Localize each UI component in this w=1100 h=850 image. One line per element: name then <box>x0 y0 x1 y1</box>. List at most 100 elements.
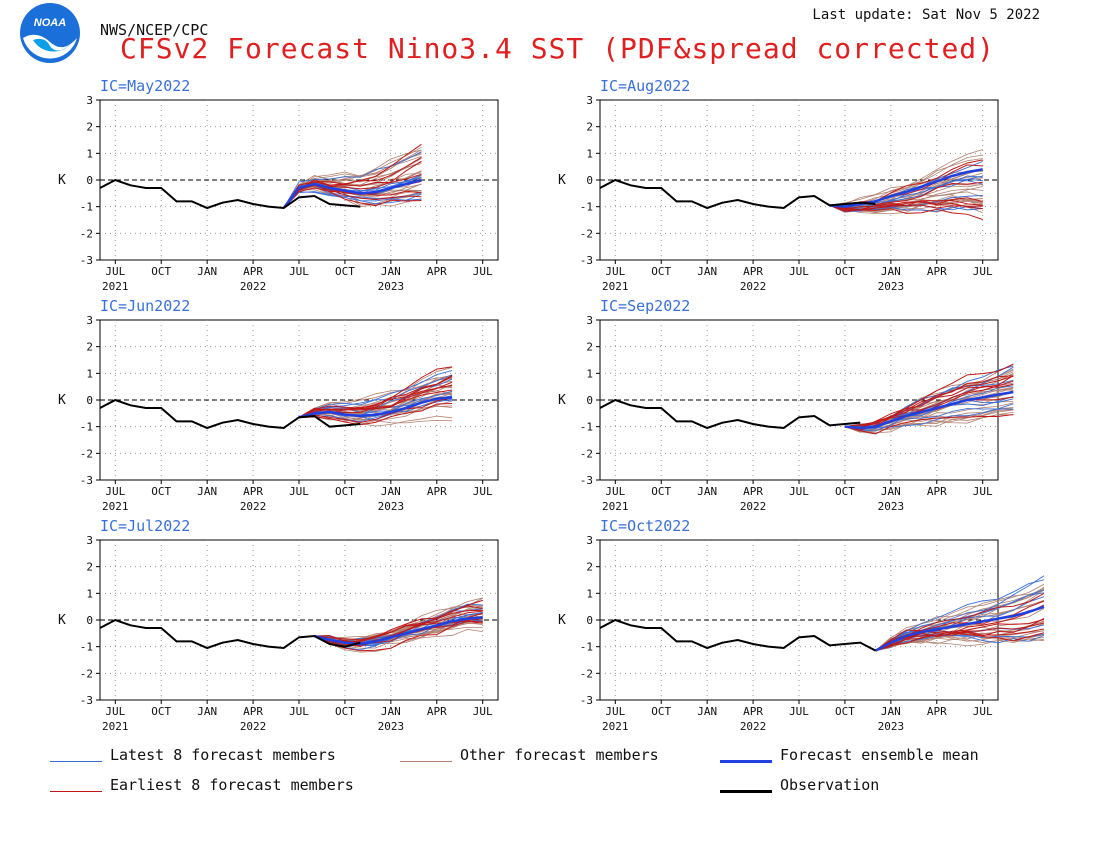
y-tick-label: 2 <box>86 121 93 134</box>
observation-line <box>599 618 877 652</box>
year-label: 2023 <box>878 500 905 513</box>
earliest-member-line <box>829 204 983 220</box>
chart-ic-jun2022: JUL OCT JAN APR JUL OCT JAN APR JUL 3 2 1 0 -1 -2 -3 202… <box>58 297 499 513</box>
x-tick-label: APR <box>243 485 263 498</box>
ensemble-mean-line <box>829 168 983 208</box>
ensemble-mean-line <box>298 396 453 419</box>
ensemble-mean-line <box>874 605 1045 652</box>
y-tick-label: 0 <box>86 614 93 627</box>
y-tick-label: 2 <box>586 121 593 134</box>
x-tick-label: JUL <box>289 705 309 718</box>
y-tick-label: -1 <box>580 421 593 434</box>
observation-line <box>599 178 876 210</box>
x-tick-label: JUL <box>973 485 993 498</box>
y-tick-label: 3 <box>86 314 93 327</box>
y-tick-label: -3 <box>80 474 93 487</box>
x-tick-label: JUL <box>105 485 125 498</box>
latest-member-line <box>283 151 422 209</box>
chart-ic-jul2022: JUL OCT JAN APR JUL OCT JAN APR JUL 3 2 1 0 -1 -2 -3 202… <box>58 517 499 733</box>
x-tick-label: JUL <box>605 705 625 718</box>
x-tick-label: JAN <box>197 265 217 278</box>
latest-member-line <box>875 633 1044 652</box>
x-tick-label: JUL <box>105 265 125 278</box>
y-axis-label: K <box>58 173 66 188</box>
x-tick-label: APR <box>927 265 947 278</box>
ic-label: IC=Aug2022 <box>600 77 690 95</box>
year-label: 2023 <box>878 280 905 293</box>
x-tick-label: OCT <box>335 265 355 278</box>
page-title: CFSv2 Forecast Nino3.4 SST (PDF&spread c… <box>120 32 996 65</box>
ic-label: IC=Oct2022 <box>600 517 690 535</box>
y-axis-label: K <box>558 393 566 408</box>
other-member-line <box>875 590 1045 651</box>
y-tick-label: -1 <box>580 201 593 214</box>
y-tick-label: -3 <box>580 254 593 267</box>
x-tick-label: APR <box>743 485 763 498</box>
x-tick-label: APR <box>427 705 447 718</box>
x-tick-label: APR <box>927 705 947 718</box>
y-tick-label: 3 <box>86 94 93 107</box>
ensemble-mean-line <box>844 390 1014 430</box>
x-tick-label: JAN <box>697 485 717 498</box>
x-tick-label: JUL <box>605 485 625 498</box>
y-tick-label: 1 <box>86 147 93 160</box>
x-tick-label: APR <box>427 265 447 278</box>
y-tick-label: -2 <box>580 227 593 240</box>
y-tick-label: 0 <box>586 394 593 407</box>
y-tick-label: 3 <box>586 94 593 107</box>
x-tick-label: APR <box>243 705 263 718</box>
y-axis-label: K <box>58 393 66 408</box>
year-label: 2022 <box>240 280 267 293</box>
earliest-member-line <box>283 143 422 209</box>
other-member-line <box>844 414 1014 434</box>
y-tick-label: -2 <box>80 667 93 680</box>
legend-latest-swatch <box>50 761 102 762</box>
x-tick-label: JUL <box>289 485 309 498</box>
x-tick-label: JUL <box>789 705 809 718</box>
earliest-member-line <box>844 380 1014 429</box>
legend-mean-swatch <box>720 760 772 763</box>
last-update-text: Last update: Sat Nov 5 2022 <box>812 7 1040 23</box>
chart-ic-sep2022: JUL OCT JAN APR JUL OCT JAN APR JUL 3 2 1 0 -1 -2 -3 202… <box>558 297 1014 513</box>
x-tick-label: JUL <box>473 705 493 718</box>
y-tick-label: 1 <box>86 367 93 380</box>
legend-other-label: Other forecast members <box>460 746 659 764</box>
y-tick-label: -3 <box>80 254 93 267</box>
observation-line <box>599 398 861 430</box>
x-tick-label: JAN <box>697 265 717 278</box>
y-tick-label: -2 <box>80 227 93 240</box>
ensemble-mean-line <box>282 178 422 209</box>
earliest-member-line <box>875 604 1045 652</box>
year-label: 2022 <box>240 720 267 733</box>
year-label: 2021 <box>102 280 129 293</box>
y-tick-label: 1 <box>586 147 593 160</box>
y-tick-label: 3 <box>86 534 93 547</box>
x-tick-label: OCT <box>151 705 171 718</box>
x-tick-label: APR <box>743 705 763 718</box>
year-label: 2021 <box>602 720 629 733</box>
year-label: 2023 <box>878 720 905 733</box>
x-tick-label: JUL <box>289 265 309 278</box>
latest-member-line <box>875 579 1045 652</box>
y-tick-label: 2 <box>86 341 93 354</box>
x-tick-label: OCT <box>651 705 671 718</box>
y-tick-label: -1 <box>580 641 593 654</box>
y-tick-label: -2 <box>580 667 593 680</box>
y-axis-label: K <box>558 613 566 628</box>
y-tick-label: 1 <box>86 587 93 600</box>
x-tick-label: OCT <box>835 265 855 278</box>
year-label: 2023 <box>378 280 405 293</box>
year-label: 2022 <box>240 500 267 513</box>
y-tick-label: -3 <box>580 694 593 707</box>
latest-member-line <box>298 374 453 418</box>
y-tick-label: 0 <box>586 174 593 187</box>
y-tick-label: 1 <box>586 367 593 380</box>
earliest-member-line <box>875 631 1045 652</box>
x-tick-label: JUL <box>789 485 809 498</box>
chart-ic-oct2022: JUL OCT JAN APR JUL OCT JAN APR JUL 3 2 1 0 -1 -2 -3 202… <box>558 517 1045 733</box>
latest-member-line <box>844 403 1014 431</box>
x-tick-label: OCT <box>835 705 855 718</box>
observation-line <box>99 398 361 430</box>
x-tick-label: APR <box>427 485 447 498</box>
x-tick-label: JAN <box>881 265 901 278</box>
